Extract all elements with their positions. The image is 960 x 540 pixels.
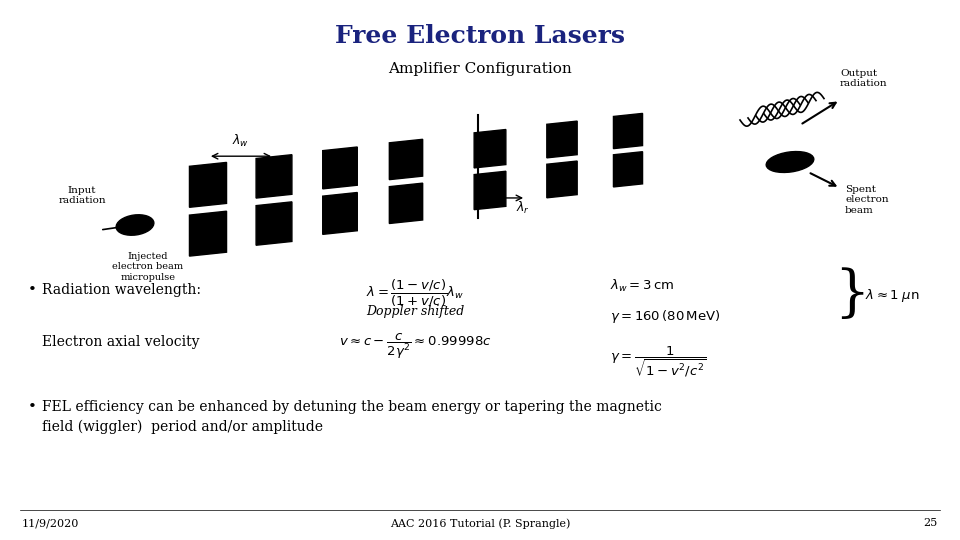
Text: Doppler shifted: Doppler shifted	[366, 305, 464, 318]
Polygon shape	[189, 163, 227, 207]
Ellipse shape	[116, 215, 154, 235]
Text: 25: 25	[924, 518, 938, 528]
Polygon shape	[390, 183, 422, 224]
Text: }: }	[834, 268, 870, 322]
Text: •: •	[28, 283, 36, 297]
Text: •: •	[28, 400, 36, 414]
Polygon shape	[256, 154, 292, 198]
Text: Input
radiation: Input radiation	[59, 186, 106, 205]
Text: $\gamma = \dfrac{1}{\sqrt{1-v^2/c^2}}$: $\gamma = \dfrac{1}{\sqrt{1-v^2/c^2}}$	[610, 345, 707, 380]
Polygon shape	[390, 139, 422, 180]
Text: $\lambda_w = 3\,\mathrm{cm}$: $\lambda_w = 3\,\mathrm{cm}$	[610, 278, 674, 294]
Polygon shape	[613, 152, 642, 187]
Text: $v \approx c - \dfrac{c}{2\gamma^2} \approx 0.99998c$: $v \approx c - \dfrac{c}{2\gamma^2} \app…	[339, 332, 492, 361]
Ellipse shape	[766, 152, 814, 172]
Polygon shape	[474, 130, 506, 168]
Text: Amplifier Configuration: Amplifier Configuration	[388, 62, 572, 76]
Polygon shape	[474, 171, 506, 210]
Text: $\gamma = 160\,(80\,\mathrm{MeV})$: $\gamma = 160\,(80\,\mathrm{MeV})$	[610, 308, 720, 325]
Text: AAC 2016 Tutorial (P. Sprangle): AAC 2016 Tutorial (P. Sprangle)	[390, 518, 570, 529]
Text: $\lambda_r$: $\lambda_r$	[516, 200, 530, 216]
Text: field (wiggler)  period and/or amplitude: field (wiggler) period and/or amplitude	[42, 420, 323, 434]
Text: Radiation wavelength:: Radiation wavelength:	[42, 283, 201, 297]
Text: Free Electron Lasers: Free Electron Lasers	[335, 24, 625, 48]
Text: Injected
electron beam
micropulse: Injected electron beam micropulse	[112, 252, 183, 282]
Text: $\lambda_w$: $\lambda_w$	[232, 133, 250, 149]
Text: 11/9/2020: 11/9/2020	[22, 518, 80, 528]
Text: FEL efficiency can be enhanced by detuning the beam energy or tapering the magne: FEL efficiency can be enhanced by detuni…	[42, 400, 661, 414]
Polygon shape	[323, 192, 357, 234]
Polygon shape	[323, 147, 357, 189]
Text: Spent
electron
beam: Spent electron beam	[845, 185, 889, 215]
Text: $\lambda = \dfrac{(1-v/c)}{(1+v/c)} \lambda_w$: $\lambda = \dfrac{(1-v/c)}{(1+v/c)} \lam…	[366, 278, 465, 309]
Polygon shape	[547, 121, 577, 158]
Polygon shape	[256, 202, 292, 245]
Text: Electron axial velocity: Electron axial velocity	[42, 335, 200, 349]
Polygon shape	[547, 161, 577, 198]
Polygon shape	[189, 211, 227, 256]
Text: Output
radiation: Output radiation	[840, 69, 888, 88]
Polygon shape	[613, 113, 642, 148]
Text: $\lambda \approx 1\;\mu\mathrm{n}$: $\lambda \approx 1\;\mu\mathrm{n}$	[865, 287, 920, 303]
